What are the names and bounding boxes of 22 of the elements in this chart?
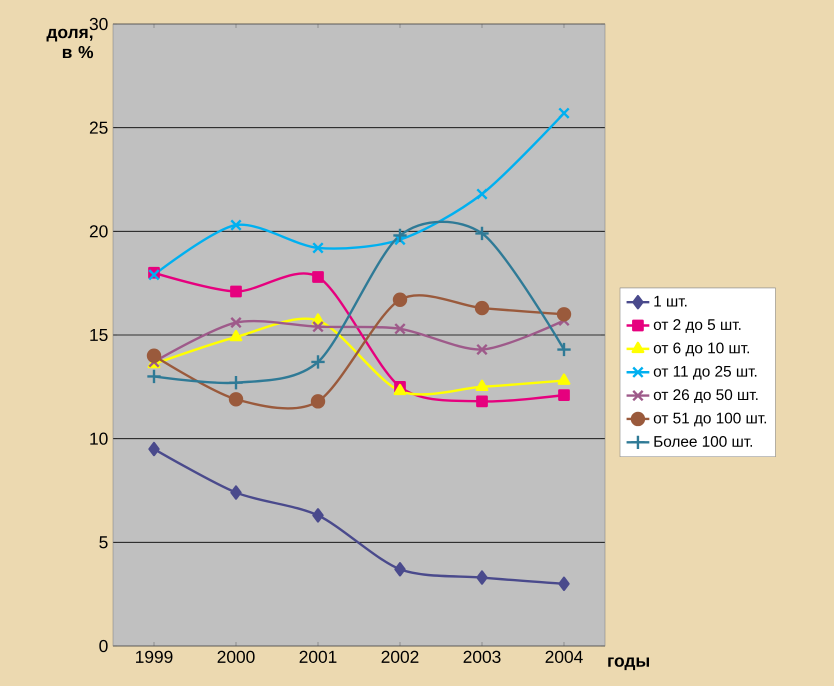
legend-label: от 2 до 5 шт. [654,319,740,333]
y-tick-label: 30 [90,18,108,30]
x-tick-label: 2004 [546,650,583,663]
legend-label: от 26 до 50 шт. [654,389,758,404]
x-tick-label: 2003 [464,650,501,663]
x-tick-label: 2001 [300,650,336,663]
y-tick-label: 20 [90,225,108,238]
y-axis-title: доля, в % [46,28,94,58]
legend-label: 1 шт. [654,296,686,306]
legend-label: от 11 до 25 шт. [654,366,756,380]
legend-label: от 51 до 100 шт. [654,412,766,426]
legend-label: от 6 до 10 шт. [654,342,749,356]
y-tick-label: 15 [90,328,108,342]
x-tick-label: 2002 [382,650,418,663]
y-tick-label: 0 [99,640,108,652]
y-tick-label: 5 [99,536,108,548]
x-tick-label: 1999 [136,650,172,663]
x-axis-title: годы [608,657,650,670]
x-tick-label: 2000 [218,650,255,663]
y-tick-label: 10 [90,432,108,445]
y-tick-label: 25 [90,122,108,134]
legend-label: Более 100 шт. [654,436,752,447]
